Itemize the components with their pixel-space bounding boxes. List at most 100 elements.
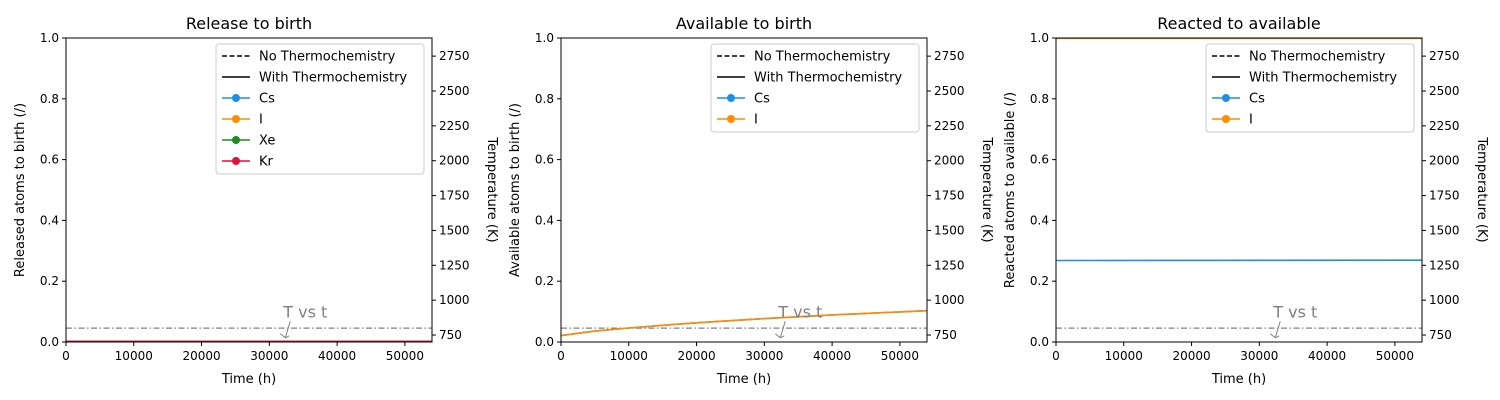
y2-tick-label: 750 (934, 328, 957, 342)
y-tick-label: 1.0 (1030, 31, 1049, 45)
y-tick-label: 0.6 (1030, 153, 1049, 167)
y-tick-label: 0.4 (1030, 213, 1049, 227)
subplot-title: Available to birth (676, 14, 812, 33)
annotation-label: T vs t (1272, 302, 1317, 321)
annotation-arrow (1274, 321, 1281, 338)
y-tick-label: 0.2 (1030, 274, 1049, 288)
subplot-title: Release to birth (186, 14, 312, 33)
x-tick-label: 50000 (881, 349, 919, 363)
y2-tick-label: 1500 (1429, 223, 1460, 237)
legend-label: With Thermochemistry (754, 71, 902, 86)
y2-axis-label: Temperature (K) (979, 136, 994, 242)
annotation-arrowhead (279, 333, 290, 339)
y-tick-label: 0.4 (535, 213, 554, 227)
legend-marker (1222, 94, 1230, 102)
y2-tick-label: 2750 (934, 49, 965, 63)
y2-tick-label: 1750 (1429, 189, 1460, 203)
y2-axis-label: Temperature (K) (1474, 136, 1489, 242)
y2-tick-label: 2750 (1429, 49, 1460, 63)
x-tick-label: 0 (62, 349, 70, 363)
y2-tick-label: 1000 (934, 293, 965, 307)
plot-frame (1055, 37, 1423, 343)
legend-label: Xe (259, 134, 275, 149)
y-tick-label: 1.0 (535, 31, 554, 45)
legend-label: No Thermochemistry (754, 50, 891, 65)
y2-tick-label: 2000 (1429, 154, 1460, 168)
y-tick-label: 0.0 (535, 335, 554, 349)
legend-label: Cs (754, 92, 770, 107)
y2-axis-label: Temperature (K) (484, 136, 499, 242)
x-axis-label: Time (h) (221, 372, 276, 387)
y2-tick-label: 2000 (439, 154, 470, 168)
legend-marker (727, 115, 735, 123)
y-tick-label: 0.8 (40, 92, 59, 106)
y2-tick-label: 750 (439, 328, 462, 342)
y2-tick-label: 750 (1429, 328, 1452, 342)
legend-box (1205, 43, 1415, 133)
legend-marker (1222, 115, 1230, 123)
y2-tick-label: 1250 (934, 258, 965, 272)
y2-tick-label: 1500 (439, 223, 470, 237)
x-tick-label: 50000 (386, 349, 424, 363)
y2-tick-label: 1000 (439, 293, 470, 307)
x-tick-label: 30000 (1240, 349, 1278, 363)
y2-tick-label: 2000 (934, 154, 965, 168)
y2-tick-label: 2500 (934, 84, 965, 98)
x-tick-label: 40000 (1308, 349, 1346, 363)
legend-label: I (754, 113, 758, 128)
subplot-1: Release to birth T vs t 0 10000 20000 30000 40… (13, 14, 499, 387)
legend-marker (232, 94, 240, 102)
x-tick-label: 0 (1052, 349, 1060, 363)
y-tick-label: 0.0 (40, 335, 59, 349)
y2-tick-label: 2500 (1429, 84, 1460, 98)
legend-label: No Thermochemistry (259, 50, 396, 65)
y-tick-label: 0.0 (1030, 335, 1049, 349)
x-axis-label: Time (h) (716, 372, 771, 387)
y-tick-label: 0.6 (40, 153, 59, 167)
annotation-arrow (779, 321, 786, 338)
series-line-i (560, 309, 928, 337)
y2-tick-label: 1250 (439, 258, 470, 272)
y-axis-label: Reacted atoms to available (/) (1003, 92, 1018, 288)
annotation-arrowhead (774, 333, 785, 339)
y2-tick-label: 2250 (1429, 119, 1460, 133)
legend: No Thermochemistry With Thermochemistry Cs… (215, 43, 425, 175)
x-tick-label: 30000 (745, 349, 783, 363)
legend-label: I (259, 113, 263, 128)
x-tick-label: 10000 (115, 349, 153, 363)
y-tick-label: 0.2 (40, 274, 59, 288)
legend-label: Kr (259, 155, 274, 170)
y2-tick-label: 2250 (439, 119, 470, 133)
y-tick-label: 1.0 (40, 31, 59, 45)
legend-label: Cs (259, 92, 275, 107)
plot-frame (560, 37, 928, 343)
legend-box (215, 43, 425, 175)
x-tick-label: 20000 (1172, 349, 1210, 363)
annotation-label: T vs t (777, 302, 822, 321)
y2-tick-label: 2500 (439, 84, 470, 98)
y2-tick-label: 1250 (1429, 258, 1460, 272)
subplot-3: Reacted to available T vs t 0 10000 20000 300… (1003, 14, 1489, 387)
y2-tick-label: 1750 (439, 189, 470, 203)
legend: No Thermochemistry With Thermochemistry Cs… (710, 43, 920, 133)
legend-label: I (1249, 113, 1253, 128)
y2-tick-label: 1500 (934, 223, 965, 237)
subplot-title: Reacted to available (1157, 14, 1321, 33)
legend-marker (232, 157, 240, 165)
annotation-arrow (284, 321, 291, 338)
subplot-2: Available to birth T vs t 0 10000 20000 30000… (508, 14, 994, 387)
series-line-cs (560, 309, 928, 337)
x-tick-label: 30000 (250, 349, 288, 363)
y-tick-label: 0.2 (535, 274, 554, 288)
x-tick-label: 10000 (610, 349, 648, 363)
y2-tick-label: 2750 (439, 49, 470, 63)
legend-marker (232, 115, 240, 123)
x-axis-label: Time (h) (1211, 372, 1266, 387)
legend-label: Cs (1249, 92, 1265, 107)
y-tick-label: 0.6 (535, 153, 554, 167)
legend-marker (232, 136, 240, 144)
y-tick-label: 0.8 (1030, 92, 1049, 106)
legend-label: With Thermochemistry (259, 71, 407, 86)
y-tick-label: 0.4 (40, 213, 59, 227)
